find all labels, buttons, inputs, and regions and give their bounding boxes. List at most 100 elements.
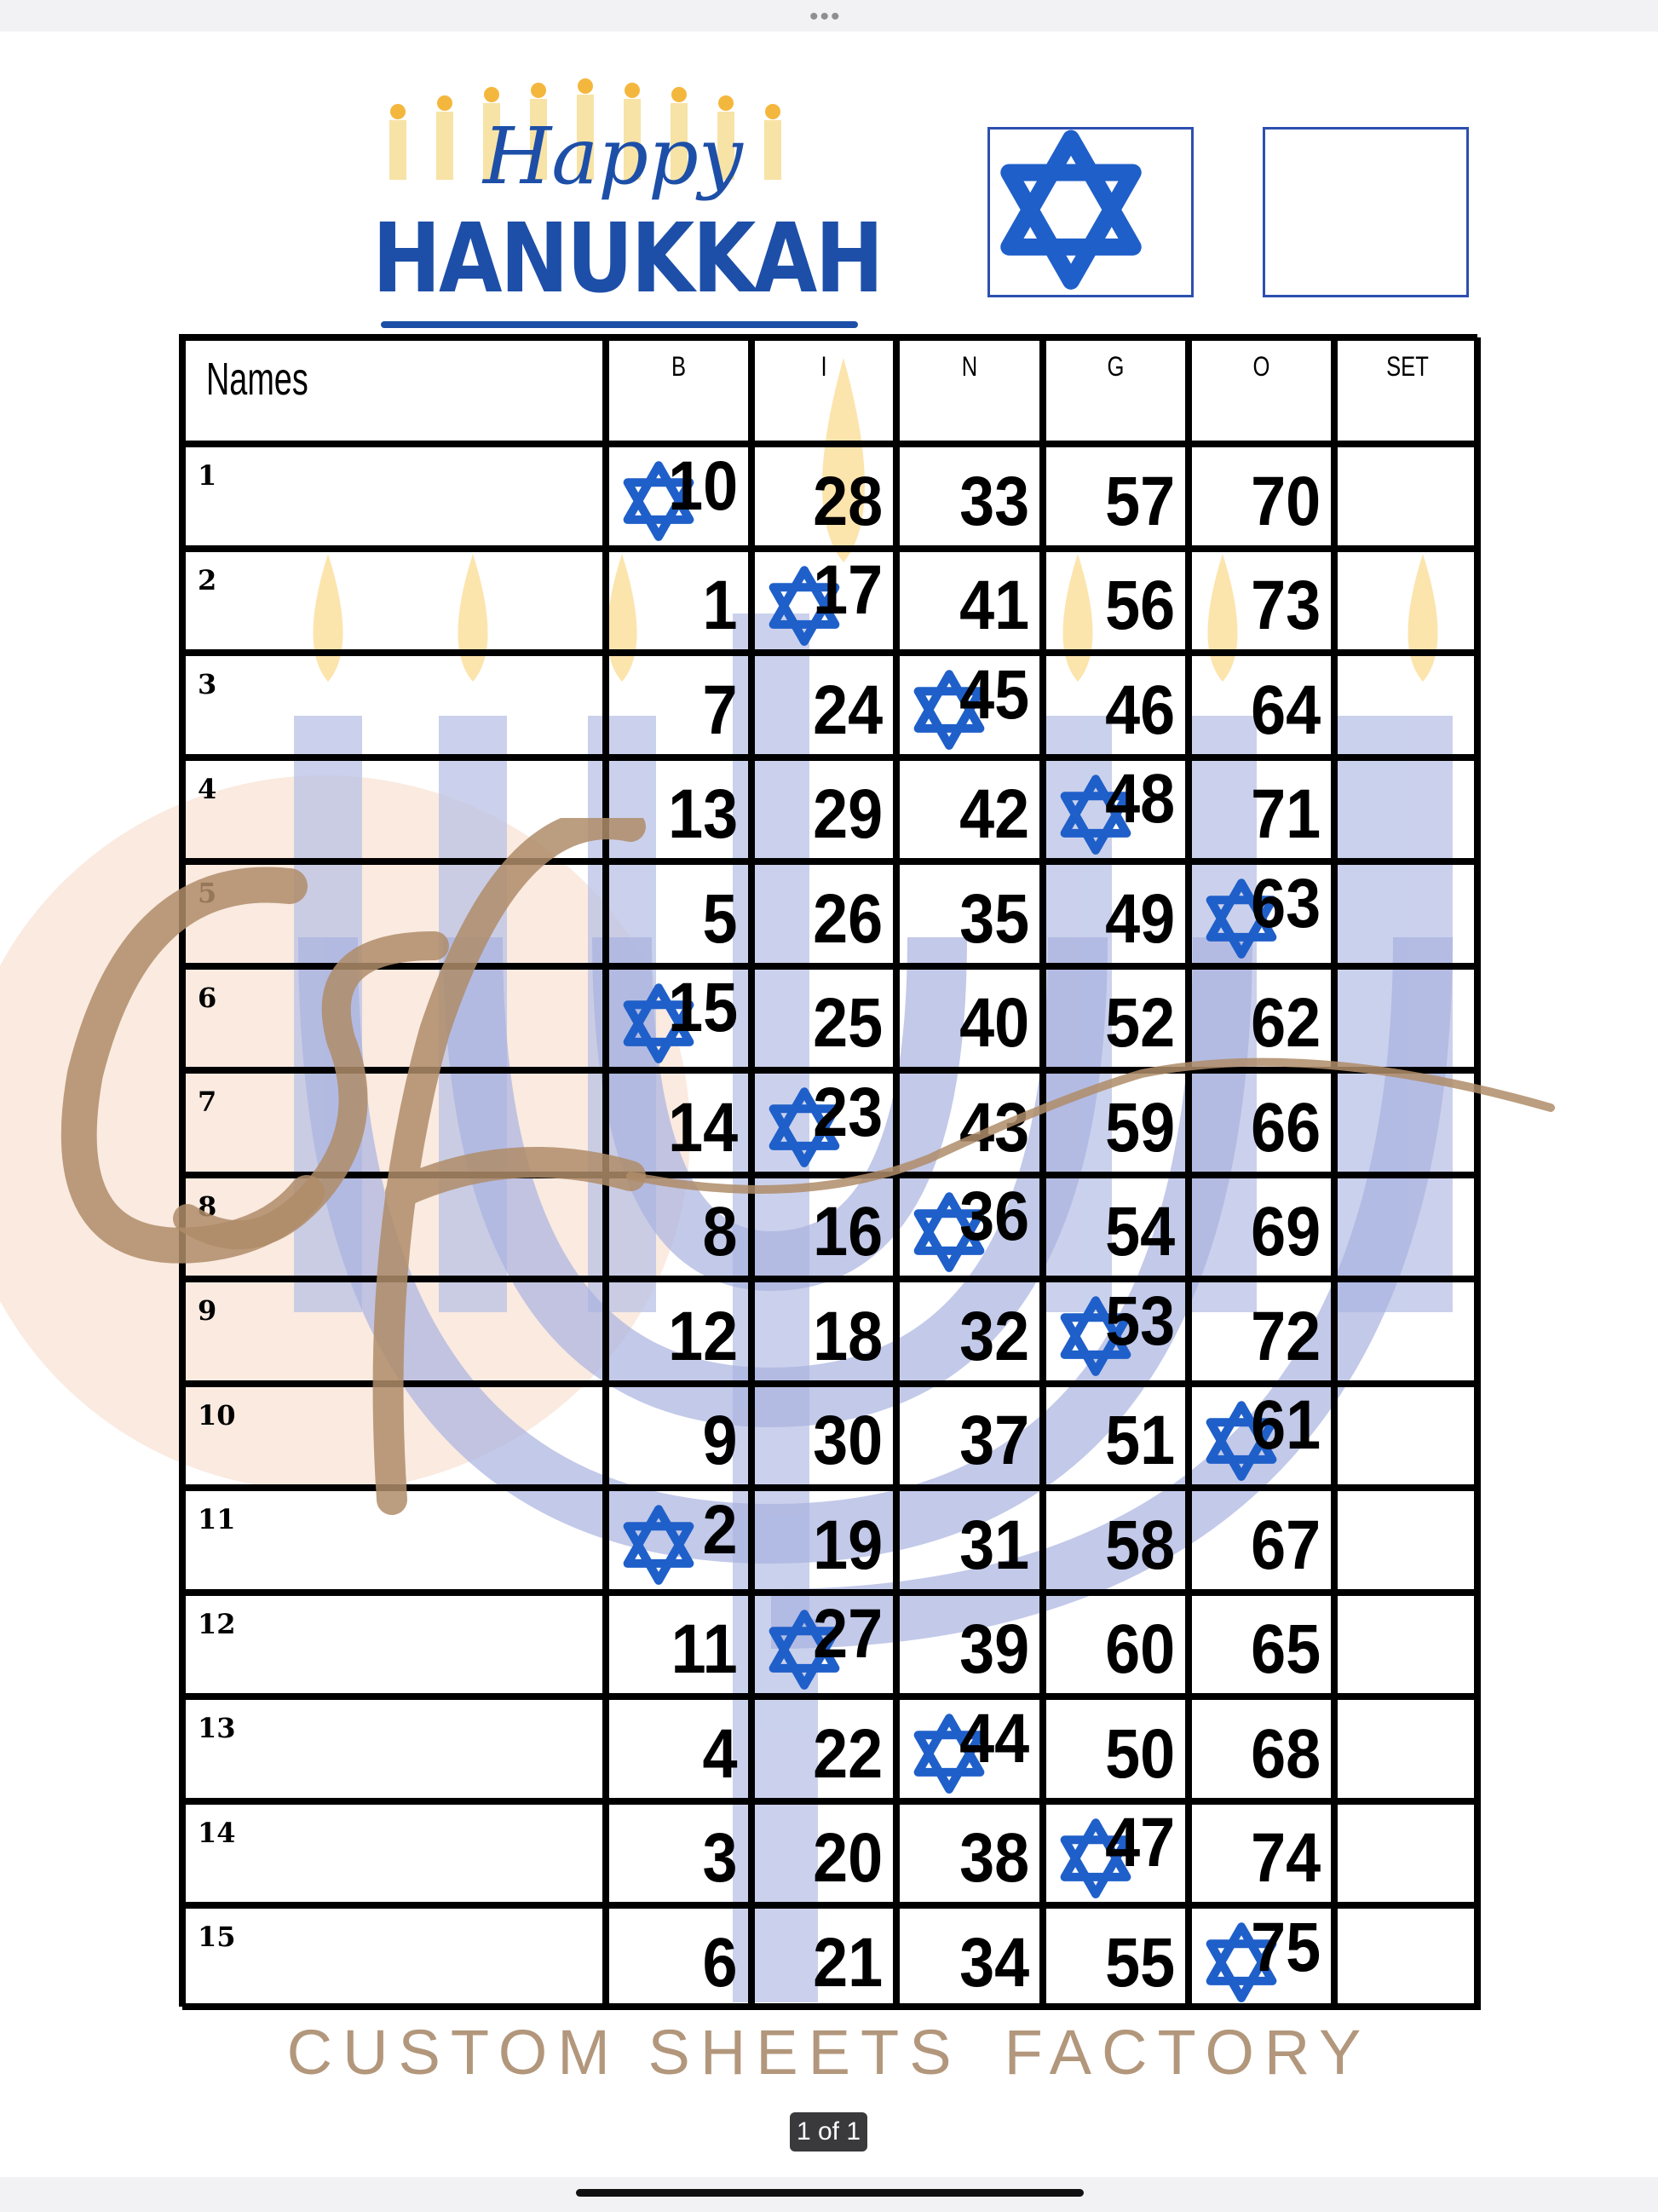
number-cell-o[interactable]: 74 [1189,1800,1334,1906]
set-cell[interactable] [1334,1800,1481,1906]
number-cell-i[interactable]: 28 [751,444,896,549]
number-cell-b[interactable]: 3 [606,1800,751,1906]
name-cell[interactable]: 1 [182,444,606,549]
name-cell[interactable]: 7 [182,1070,606,1175]
name-cell[interactable]: 5 [182,861,606,966]
number-cell-o[interactable]: 67 [1189,1488,1334,1593]
number-cell-b[interactable]: 2 [606,1488,751,1593]
number-cell-g[interactable]: 50 [1043,1696,1189,1801]
number-cell-g[interactable]: 53 [1043,1279,1189,1384]
number-cell-i[interactable]: 25 [751,965,896,1071]
number-cell-i[interactable]: 17 [751,548,896,654]
name-cell[interactable]: 15 [182,1905,606,2010]
number-cell-b[interactable]: 15 [606,965,751,1071]
number-cell-i[interactable]: 27 [751,1592,896,1697]
number-cell-n[interactable]: 31 [896,1488,1043,1593]
number-cell-g[interactable]: 55 [1043,1905,1189,2010]
number-cell-n[interactable]: 43 [896,1070,1043,1175]
number-cell-g[interactable]: 47 [1043,1800,1189,1906]
set-cell[interactable] [1334,1696,1481,1801]
number-cell-o[interactable]: 72 [1189,1279,1334,1384]
number-cell-i[interactable]: 29 [751,757,896,862]
number-cell-g[interactable]: 49 [1043,861,1189,966]
number-cell-n[interactable]: 37 [896,1383,1043,1489]
number-cell-i[interactable]: 16 [751,1174,896,1280]
number-cell-b[interactable]: 14 [606,1070,751,1175]
number-cell-n[interactable]: 34 [896,1905,1043,2010]
number-cell-n[interactable]: 32 [896,1279,1043,1384]
number-cell-o[interactable]: 64 [1189,653,1334,757]
number-cell-n[interactable]: 41 [896,548,1043,654]
number-cell-o[interactable]: 61 [1189,1383,1334,1489]
set-cell[interactable] [1334,757,1481,862]
number-cell-o[interactable]: 68 [1189,1696,1334,1801]
number-cell-n[interactable]: 44 [896,1696,1043,1801]
number-cell-n[interactable]: 42 [896,757,1043,862]
number-cell-o[interactable]: 71 [1189,757,1334,862]
name-cell[interactable]: 3 [182,653,606,757]
number-cell-g[interactable]: 46 [1043,653,1189,757]
name-cell[interactable]: 10 [182,1383,606,1489]
number-cell-n[interactable]: 35 [896,861,1043,966]
number-cell-b[interactable]: 5 [606,861,751,966]
number-cell-b[interactable]: 4 [606,1696,751,1801]
set-cell[interactable] [1334,444,1481,549]
number-cell-b[interactable]: 9 [606,1383,751,1489]
number-cell-b[interactable]: 1 [606,548,751,654]
number-cell-g[interactable]: 52 [1043,965,1189,1071]
number-cell-i[interactable]: 18 [751,1279,896,1384]
name-cell[interactable]: 6 [182,965,606,1071]
name-cell[interactable]: 12 [182,1592,606,1697]
number-cell-o[interactable]: 63 [1189,861,1334,966]
set-cell[interactable] [1334,1905,1481,2010]
name-cell[interactable]: 11 [182,1488,606,1593]
name-cell[interactable]: 2 [182,548,606,654]
number-cell-b[interactable]: 7 [606,653,751,757]
set-cell[interactable] [1334,653,1481,757]
number-cell-i[interactable]: 26 [751,861,896,966]
number-cell-g[interactable]: 54 [1043,1174,1189,1280]
number-cell-i[interactable]: 22 [751,1696,896,1801]
number-cell-o[interactable]: 62 [1189,965,1334,1071]
set-cell[interactable] [1334,861,1481,966]
number-cell-i[interactable]: 23 [751,1070,896,1175]
number-cell-o[interactable]: 70 [1189,444,1334,549]
number-cell-i[interactable]: 30 [751,1383,896,1489]
number-cell-g[interactable]: 51 [1043,1383,1189,1489]
name-cell[interactable]: 13 [182,1696,606,1801]
number-cell-g[interactable]: 58 [1043,1488,1189,1593]
set-cell[interactable] [1334,1488,1481,1593]
number-cell-g[interactable]: 57 [1043,444,1189,549]
number-cell-n[interactable]: 40 [896,965,1043,1071]
set-cell[interactable] [1334,1592,1481,1697]
set-cell[interactable] [1334,1383,1481,1489]
number-cell-n[interactable]: 36 [896,1174,1043,1280]
set-cell[interactable] [1334,1279,1481,1384]
number-cell-o[interactable]: 69 [1189,1174,1334,1280]
number-cell-o[interactable]: 75 [1189,1905,1334,2010]
number-cell-i[interactable]: 20 [751,1800,896,1906]
number-cell-n[interactable]: 45 [896,653,1043,757]
number-cell-g[interactable]: 60 [1043,1592,1189,1697]
number-cell-g[interactable]: 48 [1043,757,1189,862]
number-cell-b[interactable]: 12 [606,1279,751,1384]
number-cell-o[interactable]: 66 [1189,1070,1334,1175]
number-cell-i[interactable]: 21 [751,1905,896,2010]
number-cell-b[interactable]: 10 [606,444,751,549]
number-cell-i[interactable]: 19 [751,1488,896,1593]
number-cell-b[interactable]: 6 [606,1905,751,2010]
number-cell-n[interactable]: 38 [896,1800,1043,1906]
number-cell-b[interactable]: 13 [606,757,751,862]
number-cell-g[interactable]: 56 [1043,548,1189,654]
name-cell[interactable]: 8 [182,1174,606,1280]
set-cell[interactable] [1334,965,1481,1071]
number-cell-i[interactable]: 24 [751,653,896,757]
number-cell-b[interactable]: 11 [606,1592,751,1697]
number-cell-n[interactable]: 33 [896,444,1043,549]
name-cell[interactable]: 9 [182,1279,606,1384]
name-cell[interactable]: 14 [182,1800,606,1906]
home-indicator[interactable] [576,2189,1084,2197]
number-cell-o[interactable]: 65 [1189,1592,1334,1697]
set-cell[interactable] [1334,548,1481,654]
name-cell[interactable]: 4 [182,757,606,862]
